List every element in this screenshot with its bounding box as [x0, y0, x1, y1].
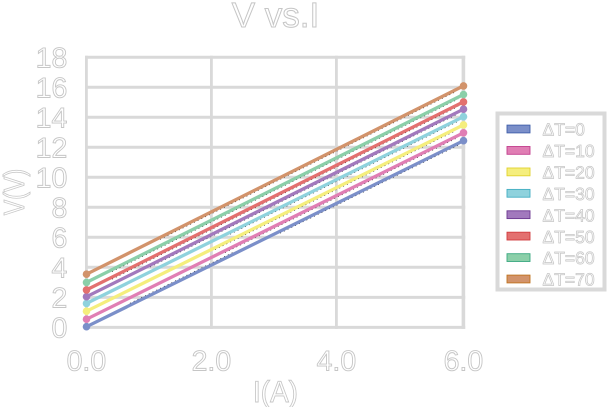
svg-text:8: 8: [51, 192, 67, 224]
svg-text:18: 18: [36, 42, 68, 74]
svg-text:10: 10: [36, 162, 68, 194]
svg-text:ΔT=0: ΔT=0: [543, 120, 586, 140]
svg-text:2: 2: [51, 283, 67, 315]
svg-text:ΔT=20: ΔT=20: [543, 163, 595, 183]
svg-text:ΔT=40: ΔT=40: [543, 205, 595, 225]
svg-text:ΔT=10: ΔT=10: [543, 141, 595, 161]
svg-text:I(A): I(A): [253, 376, 298, 407]
svg-text:16: 16: [36, 72, 68, 104]
svg-text:ΔT=70: ΔT=70: [543, 270, 595, 290]
svg-text:4: 4: [51, 252, 67, 284]
svg-text:ΔT=30: ΔT=30: [543, 184, 595, 204]
svg-text:0: 0: [51, 313, 67, 345]
svg-text:V vs.I: V vs.I: [232, 0, 320, 35]
svg-text:0.0: 0.0: [67, 346, 107, 378]
svg-text:4.0: 4.0: [317, 346, 357, 378]
svg-text:2.0: 2.0: [192, 346, 232, 378]
svg-text:6: 6: [51, 222, 67, 254]
svg-text:ΔT=50: ΔT=50: [543, 227, 595, 247]
svg-text:12: 12: [36, 132, 68, 164]
svg-text:V(V): V(V): [0, 169, 31, 215]
svg-text:ΔT=60: ΔT=60: [543, 248, 595, 268]
svg-text:14: 14: [36, 102, 68, 134]
svg-text:6.0: 6.0: [444, 346, 484, 378]
